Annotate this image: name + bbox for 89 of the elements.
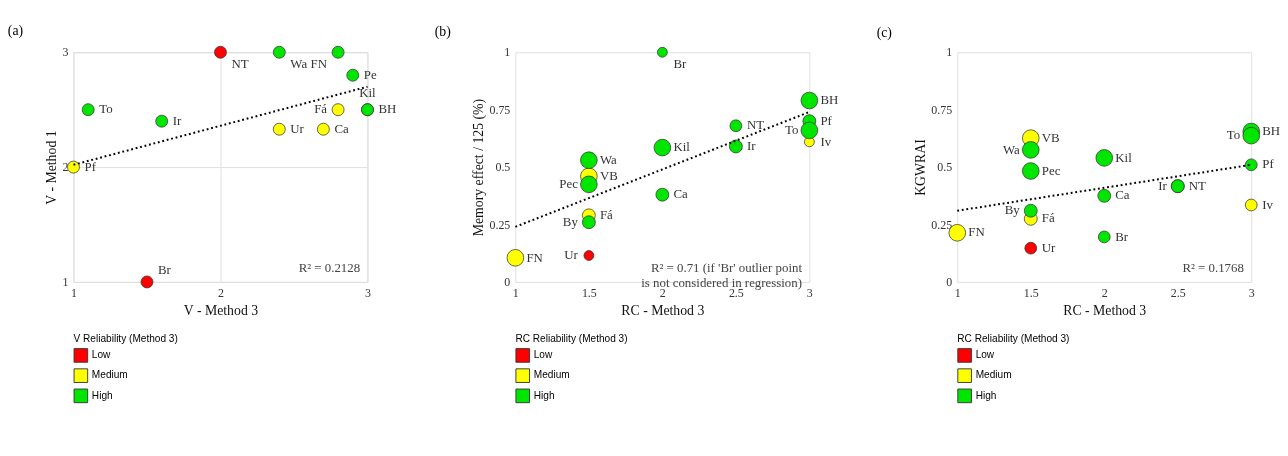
annotation: Pf (84, 159, 97, 174)
annotation: Wa (290, 56, 308, 71)
legend-title: RC Reliability (Method 3) (957, 332, 1070, 344)
annotation: By (1004, 203, 1021, 218)
x-tick-label: 2 (217, 286, 224, 301)
legend-label: Medium (533, 369, 570, 381)
annotation: Iv (820, 134, 832, 149)
annotation: Br (673, 56, 687, 71)
annotation: To (784, 123, 799, 138)
annotation: Fá (599, 208, 614, 223)
annotation: To (1226, 128, 1241, 143)
y-axis-title: V - Method 1 (44, 130, 60, 205)
legend-label: High (91, 389, 113, 401)
annotation: Ca (673, 187, 688, 202)
y-tick-label: 0.25 (931, 217, 953, 232)
annotation: FN (968, 225, 985, 240)
y-tick-label: 0.25 (489, 217, 511, 232)
annotation: Ir (1158, 178, 1168, 193)
annotation: Pf (820, 113, 833, 128)
annotation: BH (820, 93, 839, 108)
annotation: Kil (673, 140, 691, 155)
x-tick-label: 1.5 (1023, 286, 1039, 301)
x-tick-label: 2.5 (1170, 286, 1186, 301)
annotation: R² = 0.1768 (1182, 260, 1244, 275)
x-axis-title: RC - Method 3 (1063, 302, 1147, 318)
annotation: BH (378, 102, 397, 117)
x-tick-label: 3 (364, 286, 371, 301)
y-tick-label: 1 (504, 45, 511, 60)
annotation: To (99, 102, 113, 117)
annotation: Ur (1041, 240, 1057, 255)
annotation: Ir (746, 139, 757, 154)
x-axis-title: RC - Method 3 (621, 302, 705, 318)
legend-title: RC Reliability (Method 3) (515, 332, 628, 344)
annotation: Ur (290, 121, 305, 136)
annotation: Br (158, 262, 172, 277)
chart-title: (a) (7, 22, 24, 39)
annotation: FN (526, 250, 543, 265)
legend-label: High (533, 389, 555, 401)
annotation: Wa (599, 152, 618, 167)
annotation: Ca (1115, 188, 1130, 203)
y-axis-title: Memory effect / 125 (%) (471, 98, 487, 237)
y-tick-label: 0.5 (495, 160, 511, 175)
annotation: NT (231, 56, 249, 71)
x-axis-title: V - Method 3 (183, 302, 259, 318)
x-tick-label: 3 (806, 286, 813, 301)
annotation: BH (1262, 124, 1281, 139)
annotation: VB (1041, 130, 1060, 145)
annotation: Ca (334, 121, 349, 136)
y-tick-label: 0.75 (931, 102, 953, 117)
legend-label: Low (91, 349, 112, 361)
y-tick-label: 3 (62, 45, 69, 60)
annotation: Fá (314, 102, 328, 117)
x-tick-label: 3 (1248, 286, 1255, 301)
annotation: Ur (564, 248, 579, 263)
annotation: Pec (1041, 163, 1061, 178)
x-tick-label: 2 (1101, 286, 1108, 301)
annotation: Br (1115, 229, 1129, 244)
annotation: Iv (1262, 197, 1274, 212)
y-tick-label: 2 (62, 160, 69, 175)
y-tick-label: 1 (62, 275, 69, 290)
annotation: FN (310, 56, 328, 71)
legend-label: High (975, 389, 997, 401)
legend-label: Medium (91, 369, 128, 381)
annotation: NT (1188, 178, 1207, 193)
annotation: Pe (363, 67, 377, 82)
annotation: VB (599, 168, 618, 183)
annotation: Wa (1002, 142, 1021, 157)
annotation: By (562, 214, 579, 229)
chart-title: (b) (434, 23, 451, 40)
annotation: NT (746, 118, 765, 133)
y-tick-label: 0.5 (937, 160, 953, 175)
y-tick-label: 0 (504, 275, 511, 290)
y-tick-label: 0.75 (489, 102, 511, 117)
annotation: Kil (1115, 150, 1133, 165)
annotation: Ir (172, 113, 182, 128)
annotation: Kil (359, 85, 377, 100)
legend-label: Low (533, 349, 553, 361)
y-axis-title: KGWRAI (912, 138, 928, 196)
annotation: Pf (1262, 157, 1275, 172)
y-tick-label: 1 (946, 45, 953, 60)
chart-title: (c) (876, 24, 892, 41)
legend-label: Medium (975, 369, 1012, 381)
annotation: Fá (1041, 211, 1055, 226)
annotation: Pec (559, 177, 579, 192)
annotation: R² = 0.2128 (298, 260, 361, 275)
legend-label: Low (975, 349, 995, 361)
x-tick-label: 1.5 (581, 286, 597, 301)
y-tick-label: 0 (946, 275, 953, 290)
legend-title: V Reliability (Method 3) (73, 332, 178, 344)
